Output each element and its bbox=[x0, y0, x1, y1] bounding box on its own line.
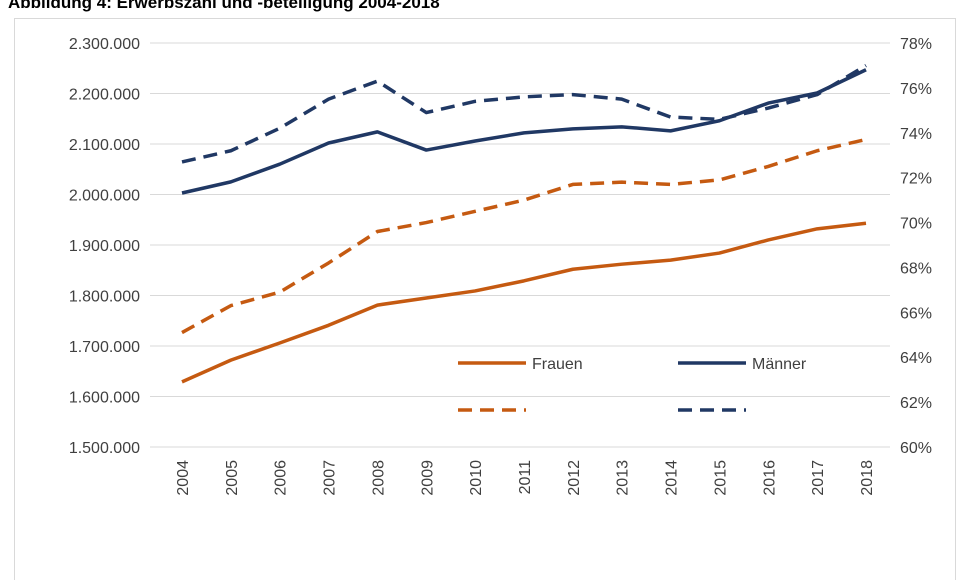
chart-frame bbox=[14, 18, 956, 580]
y2-tick-label: 62% bbox=[900, 395, 932, 412]
y2-tick-label: 60% bbox=[900, 440, 932, 457]
y2-tick-label: 76% bbox=[900, 81, 932, 98]
x-tick-label: 2011 bbox=[517, 460, 534, 495]
x-tick-label: 2012 bbox=[566, 460, 583, 496]
series-line bbox=[181, 63, 867, 164]
y-tick-label: 1.900.000 bbox=[69, 238, 140, 255]
y-tick-label: 2.300.000 bbox=[69, 36, 140, 53]
y2-tick-label: 74% bbox=[900, 126, 932, 143]
y2-tick-label: 78% bbox=[900, 36, 932, 53]
legend-label: Frauen bbox=[532, 356, 583, 373]
y-tick-label: 1.500.000 bbox=[69, 440, 140, 457]
y2-tick-label: 64% bbox=[900, 350, 932, 367]
chart-title: Abbildung 4: Erwerbszahl und -beteiligun… bbox=[8, 0, 440, 12]
series-line bbox=[181, 221, 867, 384]
x-tick-label: 2014 bbox=[664, 460, 681, 496]
y2-tick-label: 68% bbox=[900, 260, 932, 277]
y2-tick-label: 70% bbox=[900, 216, 932, 233]
x-tick-label: 2009 bbox=[419, 460, 436, 496]
x-tick-label: 2005 bbox=[224, 460, 241, 496]
y-tick-label: 1.600.000 bbox=[69, 390, 140, 407]
x-tick-label: 2015 bbox=[712, 460, 729, 496]
x-tick-label: 2006 bbox=[273, 460, 290, 496]
x-tick-label: 2018 bbox=[859, 460, 876, 496]
y-tick-label: 2.100.000 bbox=[69, 137, 140, 154]
series-line bbox=[181, 68, 867, 195]
x-tick-label: 2013 bbox=[615, 460, 632, 496]
x-tick-label: 2007 bbox=[322, 460, 339, 496]
y-tick-label: 2.200.000 bbox=[69, 87, 140, 104]
y-tick-label: 1.700.000 bbox=[69, 339, 140, 356]
x-tick-label: 2016 bbox=[761, 460, 778, 496]
y-tick-label: 1.800.000 bbox=[69, 289, 140, 306]
x-tick-label: 2004 bbox=[175, 460, 192, 496]
series-line bbox=[181, 137, 867, 335]
legend-label: Männer bbox=[752, 356, 807, 373]
y-tick-label: 2.000.000 bbox=[69, 188, 140, 205]
y2-tick-label: 66% bbox=[900, 305, 932, 322]
x-tick-label: 2008 bbox=[370, 460, 387, 496]
x-tick-label: 2010 bbox=[468, 460, 485, 496]
x-tick-label: 2017 bbox=[810, 460, 827, 496]
y2-tick-label: 72% bbox=[900, 171, 932, 188]
